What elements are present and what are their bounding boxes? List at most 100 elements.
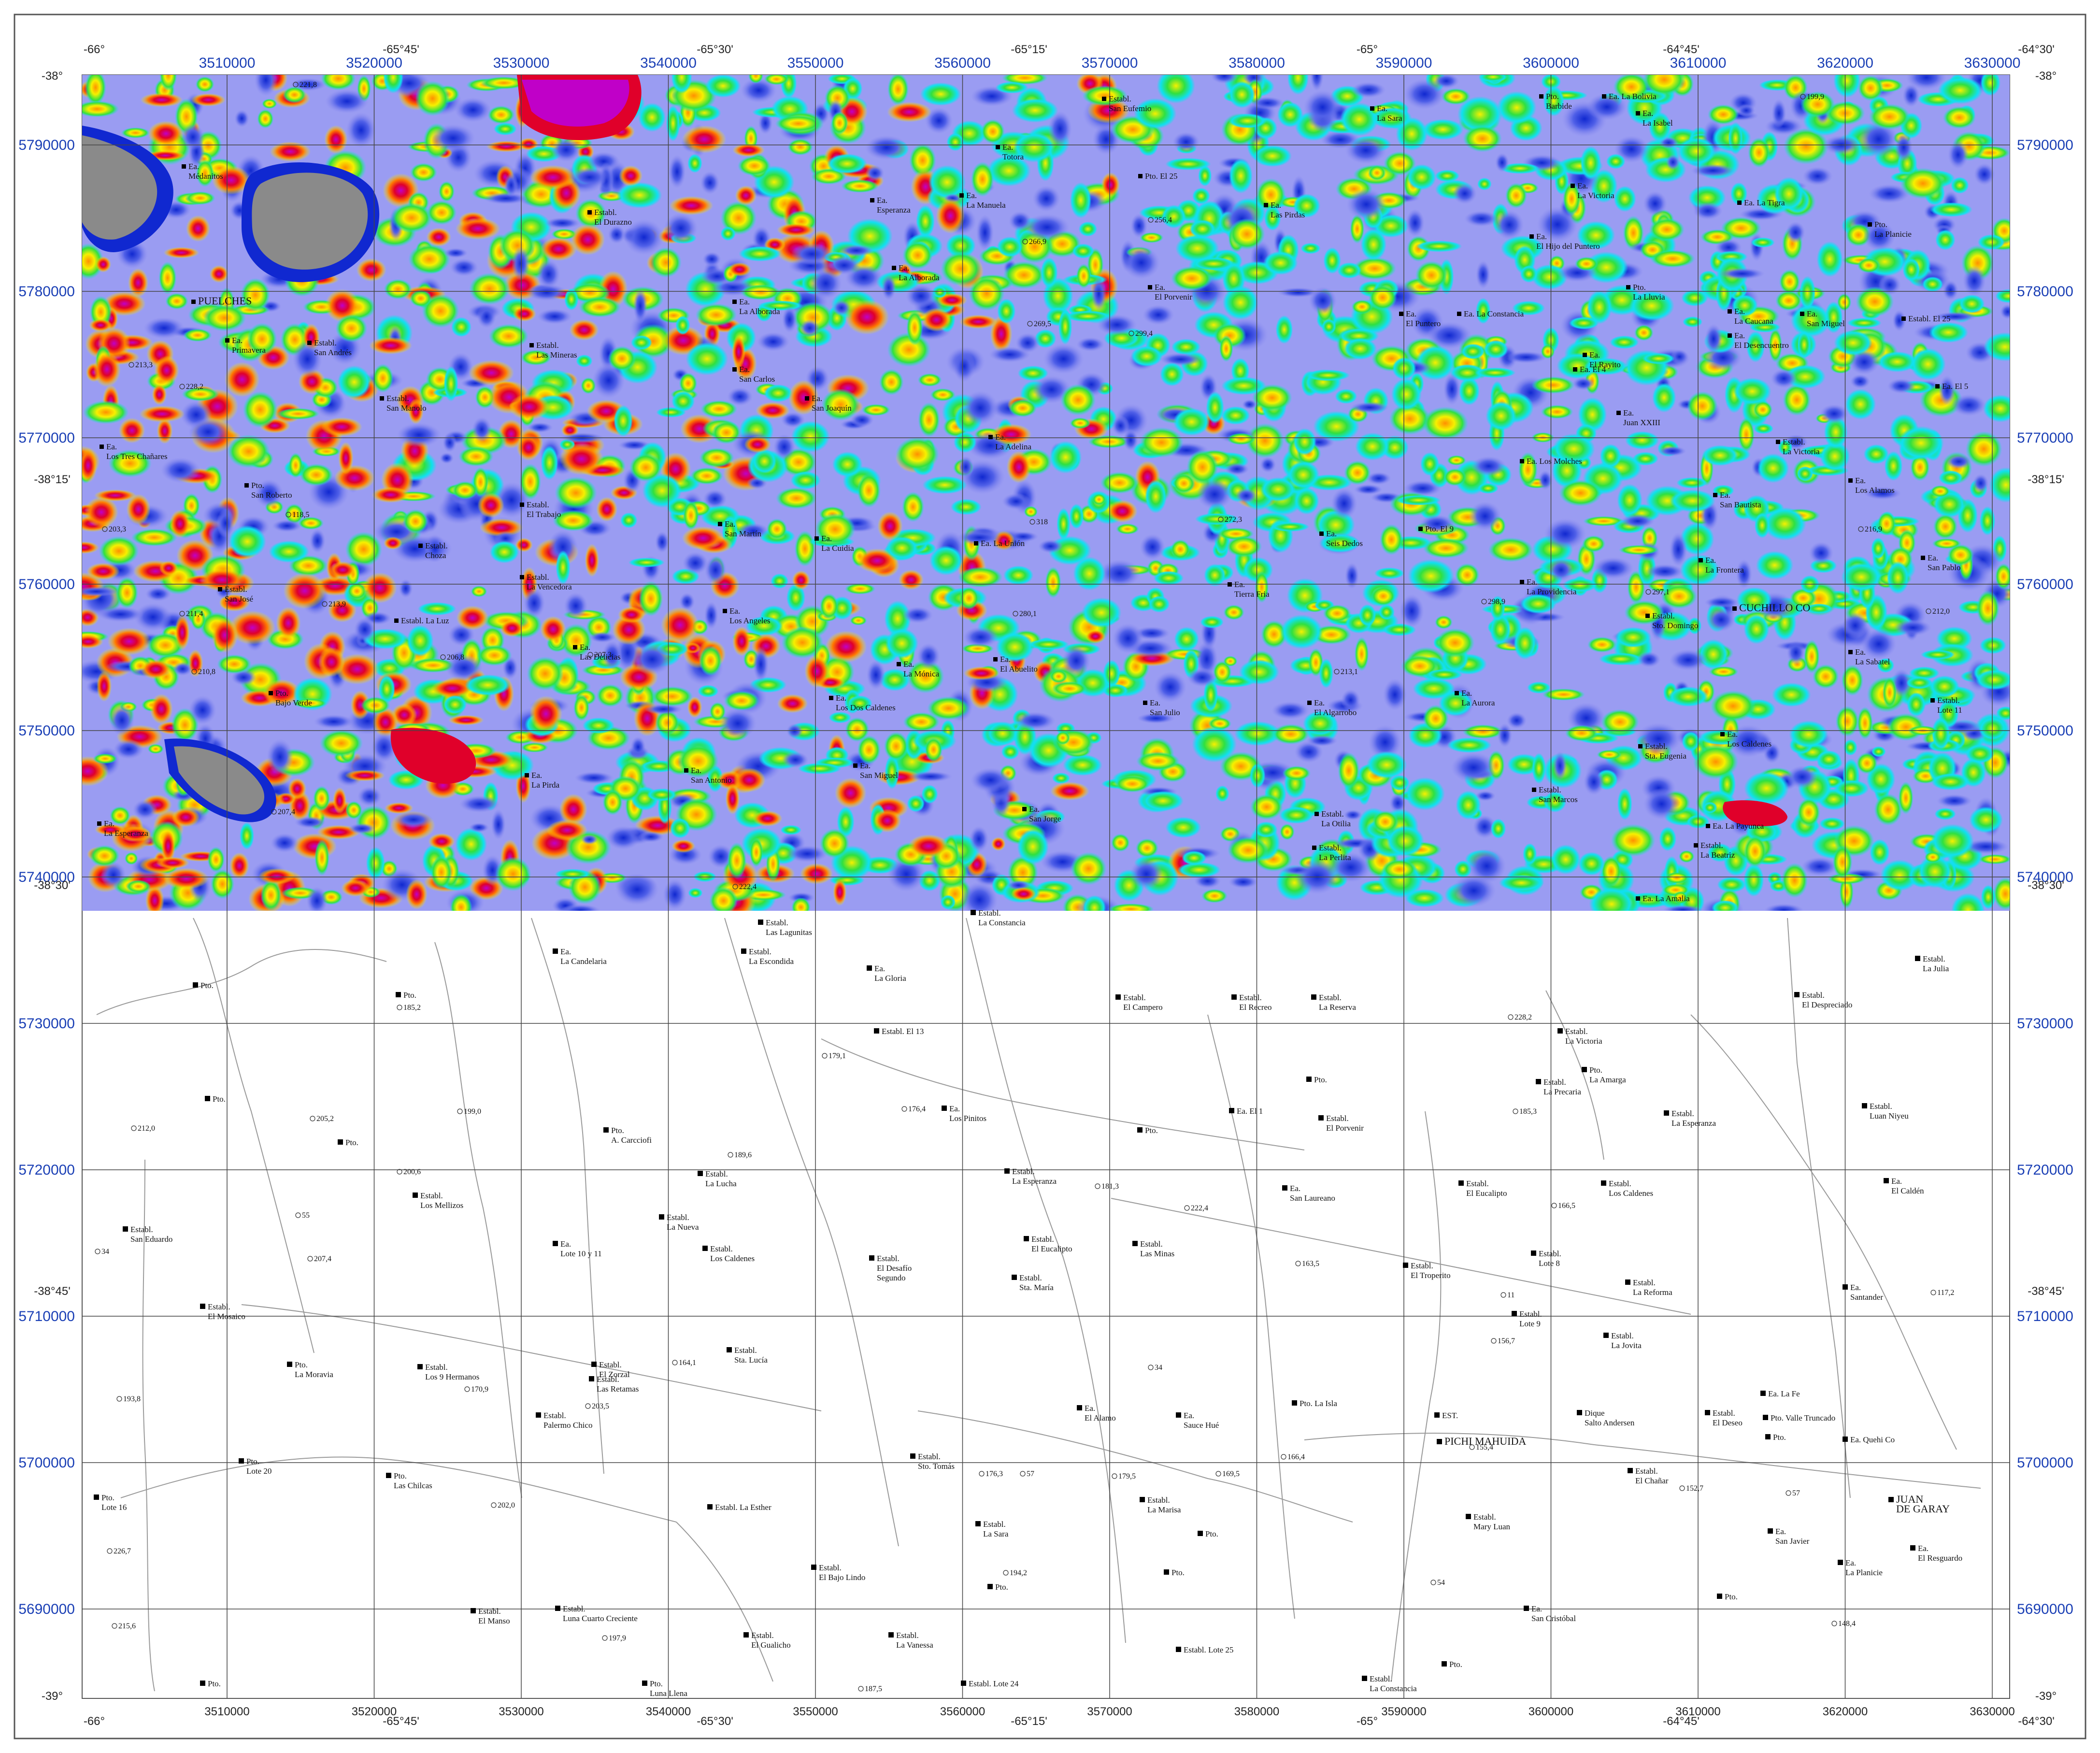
anomaly-cell bbox=[950, 499, 982, 515]
place-name: Ea. bbox=[1928, 553, 1938, 562]
anomaly-cell bbox=[1646, 564, 1684, 579]
anomaly-cell bbox=[744, 436, 771, 453]
anomaly-cell bbox=[1979, 637, 2006, 654]
place-name: EST. bbox=[1442, 1411, 1458, 1420]
anomaly-cell bbox=[1746, 330, 1765, 362]
settlement-marker bbox=[732, 300, 737, 304]
anomaly-cell bbox=[1006, 451, 1031, 483]
anomaly-cell bbox=[298, 517, 324, 530]
place-name: Establ. bbox=[1671, 1109, 1694, 1118]
anomaly-cell bbox=[1443, 468, 1467, 487]
anomaly-cell bbox=[1599, 652, 1643, 665]
anomaly-cell bbox=[476, 304, 497, 329]
anomaly-cell bbox=[1038, 539, 1063, 553]
anomaly-cell bbox=[895, 437, 939, 472]
place-name: Establ. bbox=[1539, 1249, 1561, 1258]
place-name: Segundo bbox=[877, 1273, 906, 1282]
utm-northing-label-left: 5760000 bbox=[18, 576, 75, 592]
place-name: El Eucalipto bbox=[1466, 1189, 1507, 1198]
settlement-marker bbox=[1636, 896, 1640, 901]
anomaly-cell bbox=[1310, 75, 1324, 92]
place-name: La Sara bbox=[1377, 114, 1402, 123]
anomaly-cell bbox=[1584, 358, 1628, 375]
anomaly-cell bbox=[100, 861, 127, 889]
elevation-value: 207,4 bbox=[314, 1255, 331, 1263]
anomaly-cell bbox=[1682, 316, 1703, 328]
place-name: San Miguel bbox=[860, 771, 898, 780]
anomaly-cell bbox=[885, 755, 900, 790]
anomaly-cell bbox=[1091, 277, 1107, 311]
anomaly-cell bbox=[959, 315, 998, 329]
anomaly-cell bbox=[1354, 637, 1369, 672]
anomaly-cell bbox=[1123, 429, 1139, 451]
anomaly-cell bbox=[791, 897, 811, 911]
anomaly-cell bbox=[781, 412, 805, 428]
elevation-point-marker bbox=[1281, 1454, 1286, 1460]
anomaly-cell bbox=[1154, 671, 1187, 703]
anomaly-cell bbox=[1845, 388, 1876, 420]
anomaly-cell bbox=[698, 685, 719, 698]
anomaly-cell bbox=[1488, 537, 1533, 562]
place-name: Los Dos Caldenes bbox=[836, 703, 896, 712]
anomaly-cell bbox=[918, 402, 940, 437]
anomaly-cell bbox=[1869, 103, 1911, 130]
place-name: Establ. La Luz bbox=[401, 616, 449, 625]
anomaly-cell bbox=[1841, 664, 1863, 696]
elevation-value: 200,6 bbox=[403, 1168, 421, 1176]
anomaly-cell bbox=[1001, 744, 1020, 760]
anomaly-cell bbox=[1924, 851, 1942, 863]
anomaly-cell bbox=[821, 388, 860, 421]
anomaly-cell bbox=[727, 387, 753, 406]
anomaly-cell bbox=[1976, 590, 2000, 626]
anomaly-cell bbox=[1771, 682, 1811, 707]
anomaly-cell bbox=[529, 695, 562, 732]
anomaly-cell bbox=[1259, 457, 1276, 473]
place-name: San Julio bbox=[1150, 708, 1180, 717]
anomaly-cell bbox=[1736, 587, 1772, 613]
anomaly-cell bbox=[884, 600, 911, 637]
anomaly-cell bbox=[1345, 137, 1387, 164]
anomaly-cell bbox=[143, 317, 185, 339]
anomaly-cell bbox=[906, 284, 936, 308]
elevation-point-marker bbox=[1513, 1108, 1518, 1114]
anomaly-cell bbox=[240, 822, 254, 850]
place-name: Ea. bbox=[1314, 698, 1325, 707]
anomaly-cell bbox=[725, 783, 740, 815]
anomaly-cell bbox=[1435, 615, 1453, 630]
anomaly-cell bbox=[1933, 312, 1978, 322]
anomaly-cell bbox=[372, 363, 394, 393]
place-name: Las Retamas bbox=[597, 1384, 639, 1394]
anomaly-cell bbox=[1578, 852, 1605, 876]
anomaly-cell bbox=[835, 777, 867, 808]
anomaly-cell bbox=[1264, 205, 1281, 231]
anomaly-cell bbox=[1833, 779, 1869, 797]
place-name: La Precaria bbox=[1543, 1087, 1581, 1096]
anomaly-cell bbox=[1463, 125, 1502, 152]
place-name: Barbide bbox=[1546, 101, 1572, 111]
anomaly-cell bbox=[669, 196, 714, 215]
place-name: Pto. bbox=[394, 1471, 407, 1480]
anomaly-cell bbox=[1669, 532, 1687, 567]
settlement-marker bbox=[1399, 312, 1403, 316]
elevation-value: 228,2 bbox=[1514, 1013, 1532, 1021]
settlement-marker bbox=[1694, 843, 1698, 848]
utm-northing-label-left: 5780000 bbox=[18, 284, 75, 300]
elevation-point-marker bbox=[457, 1108, 463, 1114]
place-name: El Resguardo bbox=[1918, 1553, 1962, 1563]
anomaly-cell bbox=[970, 767, 1011, 793]
anomaly-cell bbox=[1884, 451, 1903, 481]
anomaly-cell bbox=[1858, 121, 1899, 158]
anomaly-cell bbox=[540, 237, 577, 261]
anomaly-cell bbox=[1389, 402, 1430, 435]
settlement-marker bbox=[1763, 1415, 1768, 1420]
anomaly-cell bbox=[1748, 137, 1771, 168]
elevation-value: 57 bbox=[1027, 1470, 1034, 1478]
anomaly-cell bbox=[263, 679, 300, 706]
anomaly-cell bbox=[438, 181, 455, 202]
settlement-marker bbox=[587, 210, 592, 215]
place-name: La Victoria bbox=[1577, 191, 1614, 200]
place-name: El Porvenir bbox=[1326, 1123, 1364, 1133]
anomaly-cell bbox=[84, 497, 118, 528]
place-name: San Eufemio bbox=[1109, 104, 1151, 113]
anomaly-cell bbox=[1797, 798, 1821, 827]
